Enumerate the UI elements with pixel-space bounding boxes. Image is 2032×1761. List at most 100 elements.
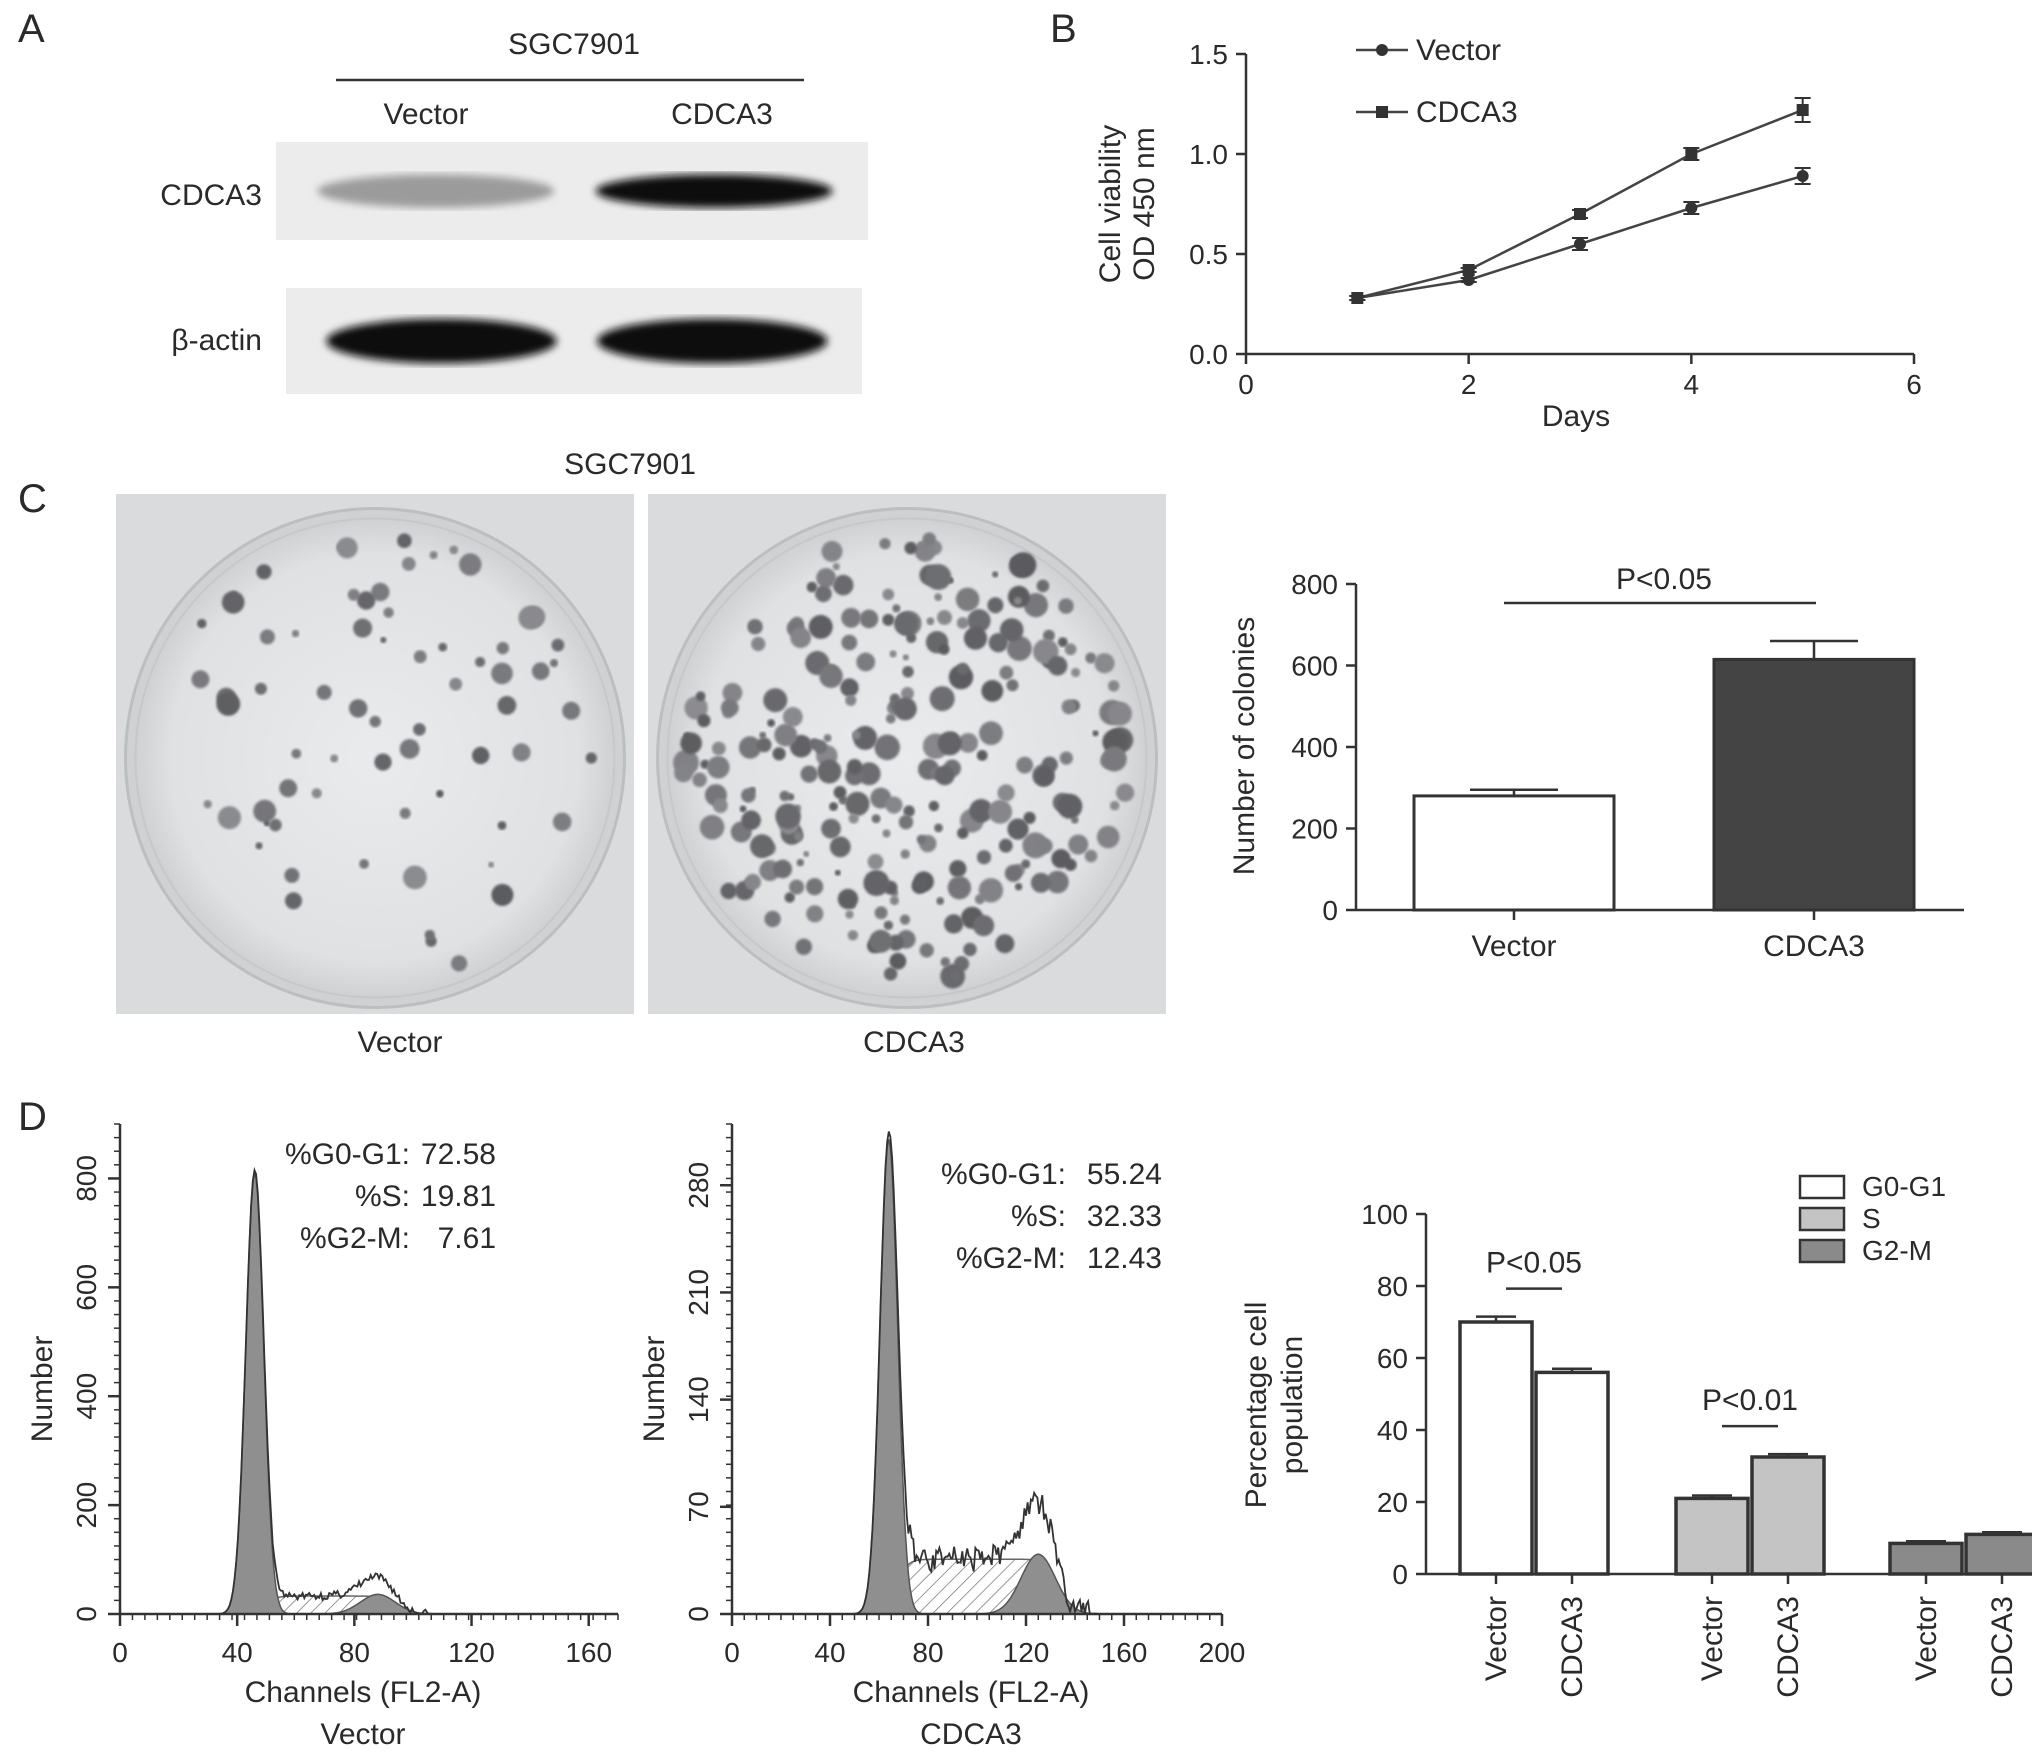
colony (1047, 656, 1068, 676)
colony (859, 609, 879, 629)
colony (882, 588, 895, 601)
data-point (1685, 202, 1698, 214)
y-tick-label: 0 (683, 1606, 714, 1622)
colony (491, 662, 513, 685)
colony (925, 564, 952, 590)
colony (926, 617, 935, 626)
colony (938, 644, 950, 655)
cell-cycle-bar-chart: 0 20 40 60 80 100 Percentage cell population Vec… (1240, 1171, 2032, 1698)
x-tick-label: 200 (1199, 1637, 1246, 1668)
colony (967, 609, 991, 633)
colony (956, 617, 969, 629)
colony (750, 834, 774, 859)
y-axis-title: Cell viabilityOD 450 nm (1094, 125, 1161, 283)
colony (1033, 765, 1055, 787)
colony (987, 597, 1004, 614)
colony (846, 759, 863, 775)
colony (940, 957, 951, 967)
x-tick-label: 160 (1101, 1637, 1148, 1668)
colony (1051, 849, 1071, 869)
stat-label: %S: (1011, 1200, 1066, 1233)
colony (894, 611, 918, 636)
colony (1109, 800, 1120, 811)
colony (813, 739, 828, 754)
colony (829, 802, 838, 811)
bar (1964, 1532, 2032, 1576)
colony (848, 813, 859, 824)
data-point (1796, 170, 1809, 182)
series-line-cdca3 (1357, 108, 1804, 300)
y-tick-label: 0 (71, 1606, 102, 1622)
colony (837, 888, 859, 910)
stat-value: 32.33 (1087, 1200, 1162, 1233)
colony (459, 553, 482, 576)
colony (892, 604, 901, 613)
colony (832, 574, 854, 596)
colony (832, 563, 840, 571)
colony (919, 943, 934, 958)
colony (1108, 701, 1132, 726)
colony (784, 892, 795, 903)
colony (488, 861, 495, 868)
x-tick-label: 6 (1906, 369, 1922, 400)
colony (889, 952, 907, 970)
colony (937, 731, 962, 756)
colony (955, 587, 980, 612)
colony (767, 719, 775, 727)
colony (949, 860, 967, 878)
colony (263, 820, 270, 827)
colony (1061, 699, 1077, 715)
colony (867, 853, 884, 870)
y-tick-label: 210 (683, 1269, 714, 1316)
colony (254, 682, 267, 695)
y-tick-label: 70 (683, 1491, 714, 1522)
colony (882, 829, 891, 838)
colony (197, 618, 207, 629)
stat-label: %G0-G1: (941, 1158, 1066, 1191)
colony (869, 929, 893, 953)
colony (284, 867, 300, 883)
colony (879, 538, 891, 550)
colony (496, 641, 509, 655)
colony (741, 810, 761, 830)
colony (1058, 598, 1074, 614)
colony (472, 746, 490, 765)
cell-cycle-histogram-cdca3: 0 40 80 120 160 200 0 70 140 210 280 Channels (FL2-… (638, 1123, 1246, 1751)
blot-row-label: β-actin (171, 324, 262, 357)
colony (279, 779, 298, 798)
colony (403, 865, 427, 890)
dish-well (134, 517, 616, 999)
x-tick-label: Vector (1471, 930, 1556, 963)
colony (988, 799, 1013, 824)
colony (789, 879, 805, 895)
colony (357, 591, 376, 610)
colony (885, 713, 896, 724)
colony (800, 765, 818, 783)
data-point (1574, 238, 1586, 250)
y-tick-label: 0.5 (1189, 239, 1228, 270)
colony (1007, 818, 1029, 840)
y-axis-title-line: Cell viability (1094, 125, 1127, 283)
colony (1101, 746, 1127, 772)
colony (711, 741, 726, 756)
colony (680, 732, 702, 755)
y-tick-label: 800 (1291, 569, 1338, 600)
colony (779, 790, 790, 802)
legend-label: G2-M (1862, 1235, 1932, 1266)
x-tick-label: 120 (448, 1637, 495, 1668)
colony (963, 942, 977, 957)
colony (311, 788, 322, 799)
colony (1064, 643, 1077, 656)
x-tick-label: 40 (814, 1637, 845, 1668)
colony (744, 873, 762, 891)
colony (399, 807, 411, 819)
colony (845, 910, 854, 919)
y-tick-label: 0 (1392, 1559, 1408, 1590)
colony (1094, 653, 1115, 674)
significance-label: P<0.05 (1486, 1247, 1582, 1280)
colony (497, 696, 517, 715)
colony (885, 796, 903, 814)
colony (893, 697, 917, 721)
panel-letter-a: A (18, 7, 45, 51)
